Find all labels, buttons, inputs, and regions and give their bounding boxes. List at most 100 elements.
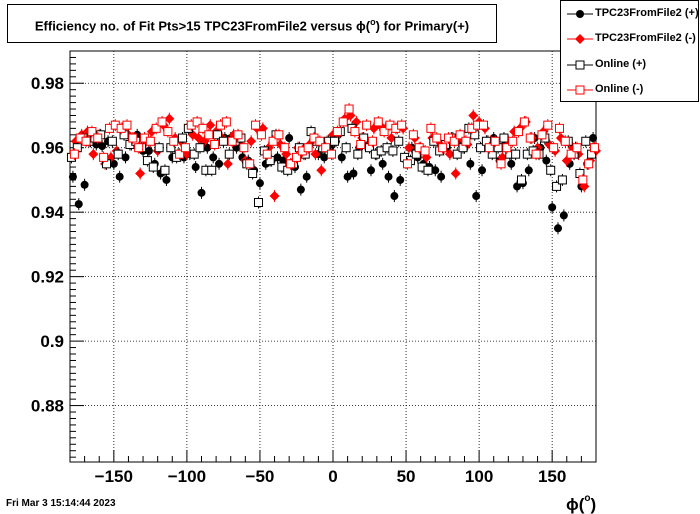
data-point (519, 117, 529, 127)
data-point (450, 168, 461, 179)
data-point (164, 113, 175, 124)
data-point (285, 134, 294, 143)
data-point (572, 143, 582, 153)
data-point (320, 153, 329, 162)
data-point (394, 136, 404, 146)
data-point (420, 146, 430, 156)
data-point (291, 152, 301, 162)
data-point (154, 143, 164, 153)
data-point (198, 123, 208, 133)
data-point (160, 165, 170, 175)
x-tick-label: −50 (246, 467, 275, 486)
data-point (353, 149, 363, 159)
data-point (256, 130, 266, 140)
data-point (548, 203, 557, 212)
data-point (581, 136, 591, 146)
data-point (195, 143, 205, 153)
x-tick-label: −100 (168, 467, 206, 486)
data-point (178, 133, 188, 143)
data-point (135, 168, 146, 179)
data-point (549, 143, 559, 153)
data-point (437, 172, 446, 181)
data-point (431, 166, 440, 175)
data-point (468, 110, 479, 121)
legend-label: Online (-) (595, 83, 644, 95)
data-point (221, 117, 231, 127)
data-point (408, 130, 418, 140)
data-point (180, 143, 190, 153)
legend-marker-filled-circle-icon (567, 10, 593, 18)
data-point (444, 149, 455, 160)
data-point (502, 143, 512, 153)
data-point (341, 143, 351, 153)
series-3 (69, 103, 600, 186)
x-tick-label: 100 (465, 467, 493, 486)
data-point (499, 133, 509, 143)
data-point (144, 146, 153, 155)
data-point (269, 191, 280, 202)
legend-entry-tpc-plus: TPC23FromFile2 (+) (561, 1, 700, 26)
data-point (80, 180, 89, 189)
data-point (296, 185, 305, 194)
data-point (209, 153, 218, 162)
data-point (386, 133, 397, 144)
data-point (366, 166, 375, 175)
data-point (302, 172, 311, 181)
data-point (356, 139, 366, 149)
data-point (315, 136, 325, 146)
data-point (204, 130, 214, 140)
x-tick-label: 0 (328, 467, 337, 486)
data-point (215, 159, 224, 168)
data-point (145, 136, 155, 146)
data-point (537, 130, 547, 140)
data-point (525, 133, 535, 143)
data-point (329, 136, 339, 146)
data-point (157, 117, 167, 127)
data-point (192, 117, 202, 127)
data-point (560, 136, 570, 146)
data-point (109, 159, 118, 168)
data-point (175, 149, 185, 159)
data-point (543, 120, 553, 130)
data-point (224, 149, 234, 159)
data-point (332, 127, 342, 137)
data-point (524, 166, 533, 175)
data-point (546, 165, 556, 175)
x-tick-label: 150 (538, 467, 566, 486)
data-point (113, 149, 123, 159)
data-point (403, 142, 414, 153)
legend: TPC23FromFile2 (+) TPC23FromFile2 (-) On… (560, 0, 699, 102)
x-axis-label-phi: ϕ( (566, 495, 585, 514)
data-point (496, 159, 506, 169)
data-point (227, 136, 237, 146)
y-tick-label: 0.9 (40, 332, 64, 351)
legend-entry-online-minus: Online (-) (561, 77, 700, 102)
data-point (169, 136, 179, 146)
data-point (476, 143, 486, 153)
legend-marker-open-square-icon (567, 60, 593, 70)
y-tick-label: 0.92 (31, 268, 64, 287)
data-point (396, 175, 405, 184)
data-point (189, 149, 199, 159)
data-point (367, 136, 377, 146)
data-point (466, 159, 475, 168)
legend-entry-tpc-minus: TPC23FromFile2 (-) (561, 26, 700, 51)
data-point (379, 127, 389, 137)
data-point (134, 143, 144, 153)
data-point (245, 159, 255, 169)
data-point (426, 123, 436, 133)
data-point (213, 130, 223, 140)
data-point (554, 123, 564, 133)
axes: −150 −100 −50 0 50 100 150 0.88 0.9 0.92 0.94 0.96 0… (31, 50, 597, 486)
data-point (268, 136, 278, 146)
data-point (88, 149, 99, 160)
data-point (384, 172, 393, 181)
x-tick-label: 50 (397, 467, 416, 486)
data-point (273, 153, 282, 162)
data-point (378, 159, 387, 168)
data-points (66, 103, 601, 235)
data-point (423, 165, 433, 175)
data-point (397, 120, 407, 130)
y-tick-label: 0.96 (31, 139, 64, 158)
data-point (303, 143, 313, 153)
